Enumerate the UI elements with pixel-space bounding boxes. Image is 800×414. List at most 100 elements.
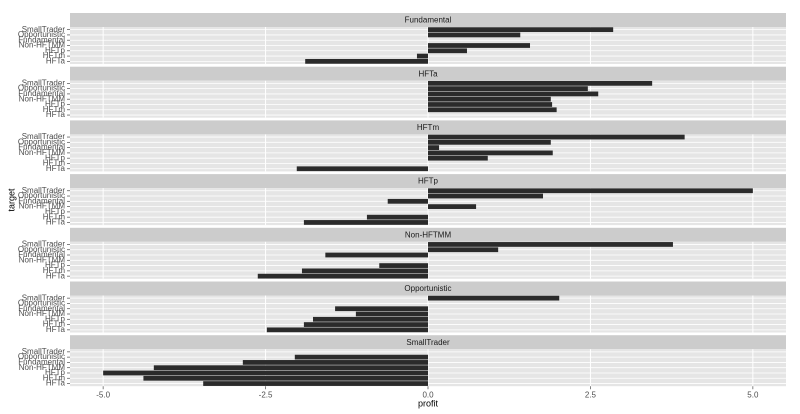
y-tick-label: HFTp xyxy=(45,100,66,109)
bar xyxy=(303,322,428,327)
y-tick-label: HFTp xyxy=(45,368,66,377)
bar xyxy=(428,32,521,38)
bar xyxy=(312,316,428,322)
y-tick-label: Opportunistic xyxy=(18,30,65,39)
bar xyxy=(242,360,428,365)
bar xyxy=(428,145,440,150)
bar xyxy=(387,198,428,204)
y-tick-label: HFTm xyxy=(43,266,66,275)
bar xyxy=(428,86,588,92)
bar xyxy=(428,155,488,161)
y-tick-label: Opportunistic xyxy=(18,191,65,200)
y-tick-label: Opportunistic xyxy=(18,299,65,308)
y-tick-label: SmallTrader xyxy=(22,25,66,34)
bar xyxy=(428,107,557,113)
bar xyxy=(335,306,428,312)
bar xyxy=(428,80,653,86)
x-tick-label: 5.0 xyxy=(747,390,759,399)
x-tick-label: 0.0 xyxy=(422,390,434,399)
bar xyxy=(379,263,428,268)
y-tick-label: HFTm xyxy=(43,373,66,382)
bar xyxy=(296,166,428,172)
y-tick-label: Fundamental xyxy=(18,250,65,259)
x-tick-label: -5.0 xyxy=(96,390,110,399)
y-tick-label: HFTp xyxy=(45,207,66,216)
y-tick-label: HFTa xyxy=(46,325,66,334)
y-tick-label: HFTa xyxy=(46,218,66,227)
y-tick-label: SmallTrader xyxy=(22,293,66,302)
y-tick-label: HFTm xyxy=(43,212,66,221)
strip xyxy=(70,13,786,27)
y-tick-label: Opportunistic xyxy=(18,245,65,254)
y-tick-label: HFTa xyxy=(46,379,66,388)
y-tick-label: Non-HFTMM xyxy=(19,255,66,264)
bar xyxy=(103,370,429,376)
bar xyxy=(428,102,553,107)
y-tick-label: Non-HFTMM xyxy=(19,202,66,211)
strip-title: Non-HFTMM xyxy=(405,230,452,239)
strip-title: HFTa xyxy=(418,69,438,78)
bar xyxy=(325,252,428,258)
bar xyxy=(305,58,428,64)
y-tick-label: HFTm xyxy=(43,105,66,114)
bar xyxy=(294,354,428,360)
y-tick-label: HFTm xyxy=(43,320,66,329)
y-tick-label: Fundamental xyxy=(18,143,65,152)
y-tick-label: HFTm xyxy=(43,159,66,168)
bar xyxy=(303,220,428,225)
bar xyxy=(366,214,428,220)
strip xyxy=(70,227,786,242)
bar xyxy=(428,247,499,253)
strip xyxy=(70,174,786,189)
bar xyxy=(428,193,544,199)
y-tick-label: SmallTrader xyxy=(22,240,66,249)
y-tick-label: HFTp xyxy=(45,46,66,55)
bar xyxy=(416,53,428,59)
y-tick-label: Non-HFTMM xyxy=(19,41,66,50)
y-tick-label: Fundamental xyxy=(18,304,65,313)
bar xyxy=(428,242,673,247)
y-tick-label: Opportunistic xyxy=(18,352,65,361)
strip-title: HFTp xyxy=(418,177,439,186)
y-tick-label: SmallTrader xyxy=(22,347,66,356)
strip xyxy=(70,66,786,81)
bar xyxy=(428,188,753,194)
bar xyxy=(428,150,553,156)
bar xyxy=(428,48,467,54)
y-tick-label: HFTm xyxy=(43,51,66,60)
bar xyxy=(428,295,560,301)
strip-title: Fundamental xyxy=(405,16,452,25)
y-tick-label: SmallTrader xyxy=(22,78,66,87)
y-tick-label: Fundamental xyxy=(18,89,65,98)
bar xyxy=(266,327,428,333)
y-tick-label: HFTa xyxy=(46,110,66,119)
x-tick-label: 2.5 xyxy=(585,390,597,399)
y-tick-label: HFTa xyxy=(46,56,66,65)
y-tick-label: Non-HFTMM xyxy=(19,309,66,318)
y-tick-label: SmallTrader xyxy=(22,132,66,141)
bar xyxy=(428,134,685,140)
y-tick-label: HFTa xyxy=(46,271,66,280)
y-tick-label: Fundamental xyxy=(18,35,65,44)
strip-title: Opportunistic xyxy=(404,284,451,293)
bar xyxy=(428,96,551,102)
bar xyxy=(153,365,428,371)
bar xyxy=(257,273,428,279)
y-tick-label: Non-HFTMM xyxy=(19,363,66,372)
x-axis-title: profit xyxy=(418,398,439,408)
y-tick-label: HFTp xyxy=(45,261,66,270)
bar xyxy=(143,375,428,381)
y-tick-label: Fundamental xyxy=(18,358,65,367)
y-tick-label: Opportunistic xyxy=(18,137,65,146)
bar xyxy=(301,268,428,274)
strip-title: SmallTrader xyxy=(406,338,450,347)
y-tick-label: HFTp xyxy=(45,314,66,323)
y-axis-title: target xyxy=(6,188,16,212)
strip-title: HFTm xyxy=(417,123,440,132)
bar xyxy=(428,27,614,33)
bar xyxy=(428,204,477,209)
strip xyxy=(70,335,786,350)
y-tick-label: Non-HFTMM xyxy=(19,94,66,103)
x-tick-label: -2.5 xyxy=(259,390,273,399)
